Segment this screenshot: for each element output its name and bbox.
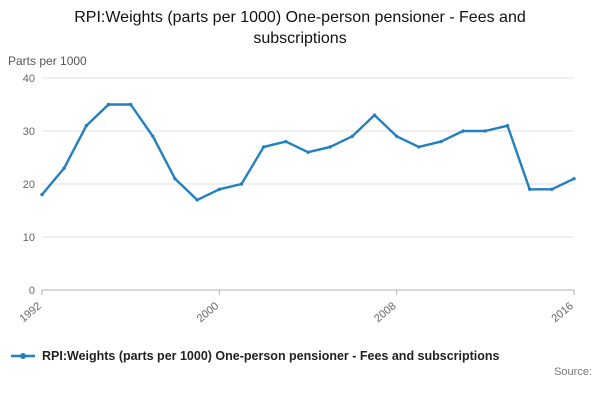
svg-text:2016: 2016: [549, 300, 575, 325]
svg-text:20: 20: [23, 179, 35, 191]
svg-text:2008: 2008: [372, 300, 398, 325]
svg-text:30: 30: [23, 126, 35, 138]
svg-text:0: 0: [29, 285, 35, 297]
line-chart: 0 10 20 30 40 1992 2000 2008 2016: [17, 73, 575, 325]
legend: RPI:Weights (parts per 1000) One-person …: [10, 349, 600, 363]
chart-title: RPI:Weights (parts per 1000) One-person …: [74, 9, 526, 47]
source-label: Source:: [554, 365, 592, 378]
svg-text:40: 40: [23, 73, 35, 85]
chart-area: 0 10 20 30 40 1992 2000 2008 2016: [4, 70, 600, 343]
legend-label: RPI:Weights (parts per 1000) One-person …: [42, 348, 500, 363]
svg-text:2000: 2000: [195, 300, 221, 325]
legend-line-marker-icon: [11, 352, 35, 359]
svg-text:10: 10: [23, 232, 35, 244]
y-axis-unit-label: Parts per 1000: [8, 53, 87, 68]
svg-text:1992: 1992: [17, 300, 43, 325]
